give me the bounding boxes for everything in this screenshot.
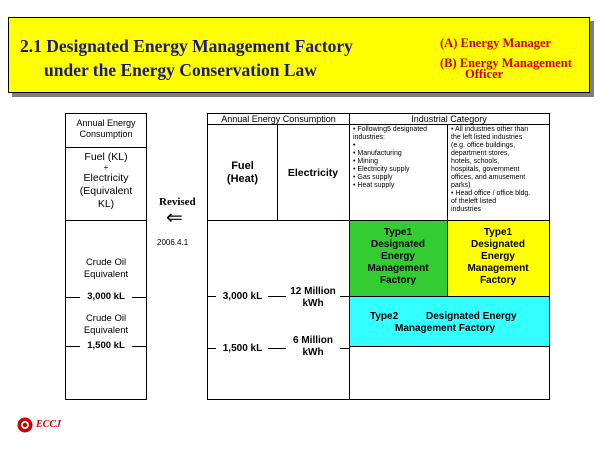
left-unit-label: Fuel (KL) + Electricity (Equivalent KL) — [79, 151, 133, 210]
divider — [349, 346, 549, 347]
list-item: department stores, — [451, 150, 510, 157]
eccj-logo-text: ECCJ — [36, 419, 62, 430]
divider — [349, 296, 549, 297]
divider — [208, 124, 549, 125]
crude-oil-label: Crude Oil Equivalent — [83, 313, 129, 336]
type2-label-line1: Designated Energy — [426, 311, 517, 322]
list-item: hospitals, government — [451, 166, 520, 173]
list-item: • Following5 designated — [353, 126, 428, 133]
type1-manufacturing-label: Type1 Designated Energy Management Facto… — [367, 227, 429, 286]
tick-mark — [340, 348, 349, 349]
tick-mark — [208, 296, 216, 297]
divider — [66, 220, 146, 221]
list-item: parks) — [451, 182, 471, 189]
elec-tick-6m: 6 Million kWh — [293, 335, 333, 358]
tick-1500kl: 1,500 kL — [87, 340, 125, 351]
fuel-tick-3000kl: 3,000 kL — [222, 291, 263, 302]
title-line-2: under the Energy Conservation Law — [44, 60, 317, 80]
list-item: • Mining — [353, 158, 379, 165]
list-item: the left listed industries — [451, 134, 523, 141]
category-2-list: • All industries other than the left lis… — [451, 126, 530, 214]
tick-mark — [268, 348, 286, 349]
divider — [277, 124, 278, 220]
subtitle-energy-management-2: Officer — [465, 67, 504, 81]
tick-mark — [66, 297, 80, 298]
list-item: • Head office / office bldg. — [451, 190, 531, 197]
list-item: hotels, schools, — [451, 158, 500, 165]
crude-oil-label: Crude Oil Equivalent — [83, 257, 129, 280]
type2-cell — [349, 296, 549, 346]
tick-mark — [66, 346, 80, 347]
title-line-1: 2.1 Designated Energy Management Factory — [20, 36, 353, 56]
left-header: Annual Energy Consumption — [76, 118, 136, 139]
list-item: • Electricity supply — [353, 166, 410, 173]
elec-tick-12m: 12 Million kWh — [290, 286, 336, 309]
electricity-label: Electricity — [287, 167, 339, 179]
list-item: • All industries other than — [451, 126, 529, 133]
subtitle-energy-manager: (A) Energy Manager — [440, 36, 552, 50]
list-item: • Manufacturing — [353, 150, 402, 157]
divider — [349, 114, 350, 399]
divider — [208, 220, 549, 221]
left-arrow-icon: ⇐ — [166, 207, 183, 229]
revised-label: Revised — [159, 196, 196, 208]
list-item: • Heat supply — [353, 182, 395, 189]
tick-3000kl: 3,000 kL — [87, 291, 125, 302]
list-item: offices, and amusement — [451, 174, 526, 181]
left-consumption-table: Annual Energy Consumption Fuel (KL) + El… — [65, 113, 147, 400]
list-item: • — [353, 142, 356, 149]
tick-mark — [132, 297, 146, 298]
fuel-heat-label: Fuel (Heat) — [226, 160, 259, 185]
type2-label-type: Type2 — [370, 311, 399, 322]
tick-mark — [268, 296, 286, 297]
category-1-list: • Following5 designated industries: • • … — [353, 126, 427, 190]
title-banner — [8, 17, 590, 93]
list-item: industries: — [353, 134, 385, 141]
header-industrial-category: Industrial Category — [411, 114, 487, 124]
list-item: industries — [451, 206, 481, 213]
header-annual-consumption: Annual Energy Consumption — [221, 114, 336, 124]
subtitle-energy-management-1: (B) Energy Management — [440, 56, 572, 70]
tick-mark — [208, 348, 216, 349]
fuel-tick-1500kl: 1,500 kL — [222, 343, 263, 354]
list-item: • Gas supply — [353, 174, 393, 181]
revised-date: 2006.4.1 — [157, 238, 189, 247]
type2-label-line2: Management Factory — [395, 323, 496, 334]
divider — [447, 124, 448, 296]
right-category-table: Annual Energy Consumption Industrial Cat… — [207, 113, 550, 400]
tick-mark — [340, 296, 349, 297]
list-item: of theleft listed — [451, 198, 497, 205]
type1-other-label: Type1 Designated Energy Management Facto… — [467, 227, 529, 286]
list-item: (e.g. office buildings, — [451, 142, 516, 149]
type1-other-cell — [447, 220, 549, 296]
tick-mark — [132, 346, 146, 347]
type1-manufacturing-cell — [349, 220, 447, 296]
eccj-logo-icon — [17, 417, 33, 433]
divider — [66, 147, 146, 148]
